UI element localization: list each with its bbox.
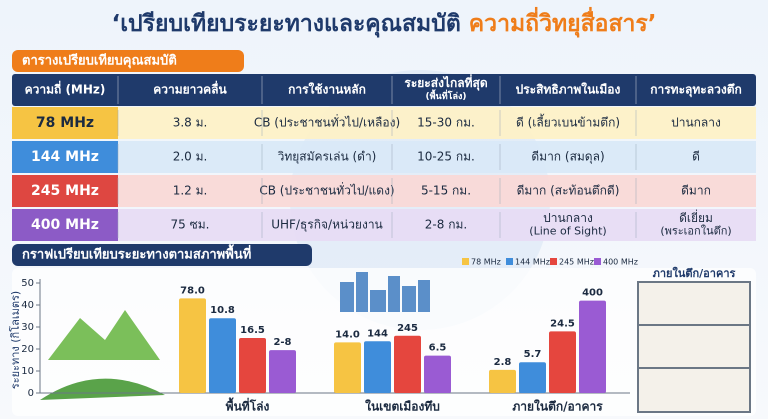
cell-text: วิทยุสมัครเล่น (ดำ) xyxy=(277,150,376,165)
title-main: ‘เปรียบเทียบระยะทางและคุณสมบัติ xyxy=(111,11,460,38)
cell-text: 78 MHz xyxy=(36,115,94,131)
bar-label: 10.8 xyxy=(210,305,235,316)
y-tick-label: 10 xyxy=(21,366,34,377)
cell-text: ดี xyxy=(692,150,700,164)
freq-cell xyxy=(12,209,118,241)
freq-cell xyxy=(12,107,118,139)
x-tick-label: พื้นที่โล่ง xyxy=(226,397,270,414)
cell-text: 1.2 ม. xyxy=(173,184,208,198)
bar-label: 14.0 xyxy=(335,329,360,340)
cell-text: (พื้นที่โล่ง) xyxy=(426,89,467,102)
bar xyxy=(179,298,206,393)
bar-label: 6.5 xyxy=(429,343,447,354)
bar xyxy=(519,362,546,393)
table-row xyxy=(12,209,756,241)
legend-swatch xyxy=(550,258,557,265)
table-row xyxy=(12,141,756,173)
cell-text: ดีมาก (สมดุล) xyxy=(531,150,604,165)
bar xyxy=(579,300,606,393)
cell-text: ดีมาก xyxy=(681,184,711,198)
y-axis-label: ระยะทาง (กิโลเมตร) xyxy=(8,291,22,389)
bar xyxy=(364,341,391,393)
bar xyxy=(209,318,236,393)
mountains xyxy=(48,310,160,360)
legend-swatch xyxy=(506,258,513,265)
bar-label: 5.7 xyxy=(524,349,542,360)
bar xyxy=(549,331,576,393)
bar xyxy=(239,338,266,393)
cell-text: ปานกลาง xyxy=(543,211,593,225)
cell-text: 15-30 กม. xyxy=(417,116,475,130)
bar xyxy=(269,350,296,393)
freq-cell xyxy=(12,141,118,173)
cell-text: ดีเยี่ยม xyxy=(679,209,713,225)
cell-text: 2-8 กม. xyxy=(425,218,467,232)
cell-text: ความยาวคลื่น xyxy=(153,81,227,97)
x-tick-label: ภายในตึก/อาคาร xyxy=(512,399,603,414)
cell-text: 5-15 กม. xyxy=(421,184,471,198)
cell-text: CB (ประชาชนทั่วไป/แดง) xyxy=(259,182,394,198)
bar-label: 400 xyxy=(582,288,603,299)
cell-text: ระยะส่งไกลที่สุด xyxy=(404,74,487,91)
bar-label: 2.8 xyxy=(494,357,512,368)
cell-text: 10-25 กม. xyxy=(417,150,475,164)
bar-label: 16.5 xyxy=(240,325,265,336)
cell-text: ประสิทธิภาพในเมือง xyxy=(516,82,621,97)
cell-text: 2.0 ม. xyxy=(173,150,208,164)
cell-text: 144 MHz xyxy=(31,149,99,165)
title: ‘เปรียบเทียบระยะทางและคุณสมบัติ ความถี่วิ… xyxy=(111,6,656,38)
cell-text: 75 ซม. xyxy=(171,218,210,232)
cell-text: (พระเอกในตึก) xyxy=(660,225,731,238)
bar-label: 2-8 xyxy=(273,337,291,348)
cell-text: ปานกลาง xyxy=(671,116,721,130)
bar-label: 78.0 xyxy=(180,285,205,296)
table-title: ตารางเปรียบเทียบคุณสมบัติ xyxy=(22,53,177,69)
title-highlight: ความถี่วิทยุสื่อสาร’ xyxy=(469,6,657,38)
cell-text: การใช้งานหลัก xyxy=(288,82,366,97)
bar xyxy=(334,342,361,393)
building-inset xyxy=(637,281,751,413)
cell-text: (Line of Sight) xyxy=(529,225,606,238)
city xyxy=(340,272,430,312)
bar xyxy=(424,355,451,393)
y-tick-label: 20 xyxy=(21,344,34,355)
cell-text: การทะลุทะลวงตึก xyxy=(650,83,742,98)
legend-label: 78 MHz xyxy=(471,258,501,267)
bar xyxy=(394,335,421,393)
y-tick-label: 50 xyxy=(21,278,34,289)
y-tick-label: 30 xyxy=(21,322,34,333)
legend-swatch xyxy=(462,258,469,265)
cell-text: 245 MHz xyxy=(31,183,99,199)
table-row xyxy=(12,175,756,207)
bar-label: 245 xyxy=(397,323,418,334)
cell-text: 400 MHz xyxy=(31,217,99,233)
chart-title: กราฟเปรียบเทียบระยะทางตามสภาพพื้นที่ xyxy=(22,244,251,263)
cell-text: ดี (เลี้ยวเบนข้ามตึก) xyxy=(516,114,620,130)
cell-text: 3.8 ม. xyxy=(173,116,208,130)
legend-label: 400 MHz xyxy=(603,258,638,267)
cell-text: CB (ประชาชนทั่วไป/เหลือง) xyxy=(254,114,400,130)
table-row xyxy=(12,107,756,139)
bar-label: 24.5 xyxy=(550,318,575,329)
table-tab xyxy=(12,50,244,72)
y-tick-label: 40 xyxy=(21,300,34,311)
cell-text: ความถี่ (MHz) xyxy=(25,81,106,97)
x-tick-label: ในเขตเมืองทึบ xyxy=(365,399,440,414)
hill xyxy=(40,378,165,400)
table-header xyxy=(12,74,756,106)
bar xyxy=(489,369,516,393)
cell-text: UHF/ธุรกิจ/หน่วยงาน xyxy=(271,218,383,233)
bar-label: 144 xyxy=(367,328,388,339)
inset-label: ภายในตึก/อาคาร xyxy=(653,266,736,280)
cell-text: ดีมาก (สะท้อนตึกดี) xyxy=(517,184,620,198)
chart-tab xyxy=(12,244,312,266)
legend-swatch xyxy=(594,258,601,265)
legend-label: 144 MHz xyxy=(515,258,550,267)
y-tick-label: 0 xyxy=(28,388,34,399)
freq-cell xyxy=(12,175,118,207)
legend-label: 245 MHz xyxy=(559,258,594,267)
